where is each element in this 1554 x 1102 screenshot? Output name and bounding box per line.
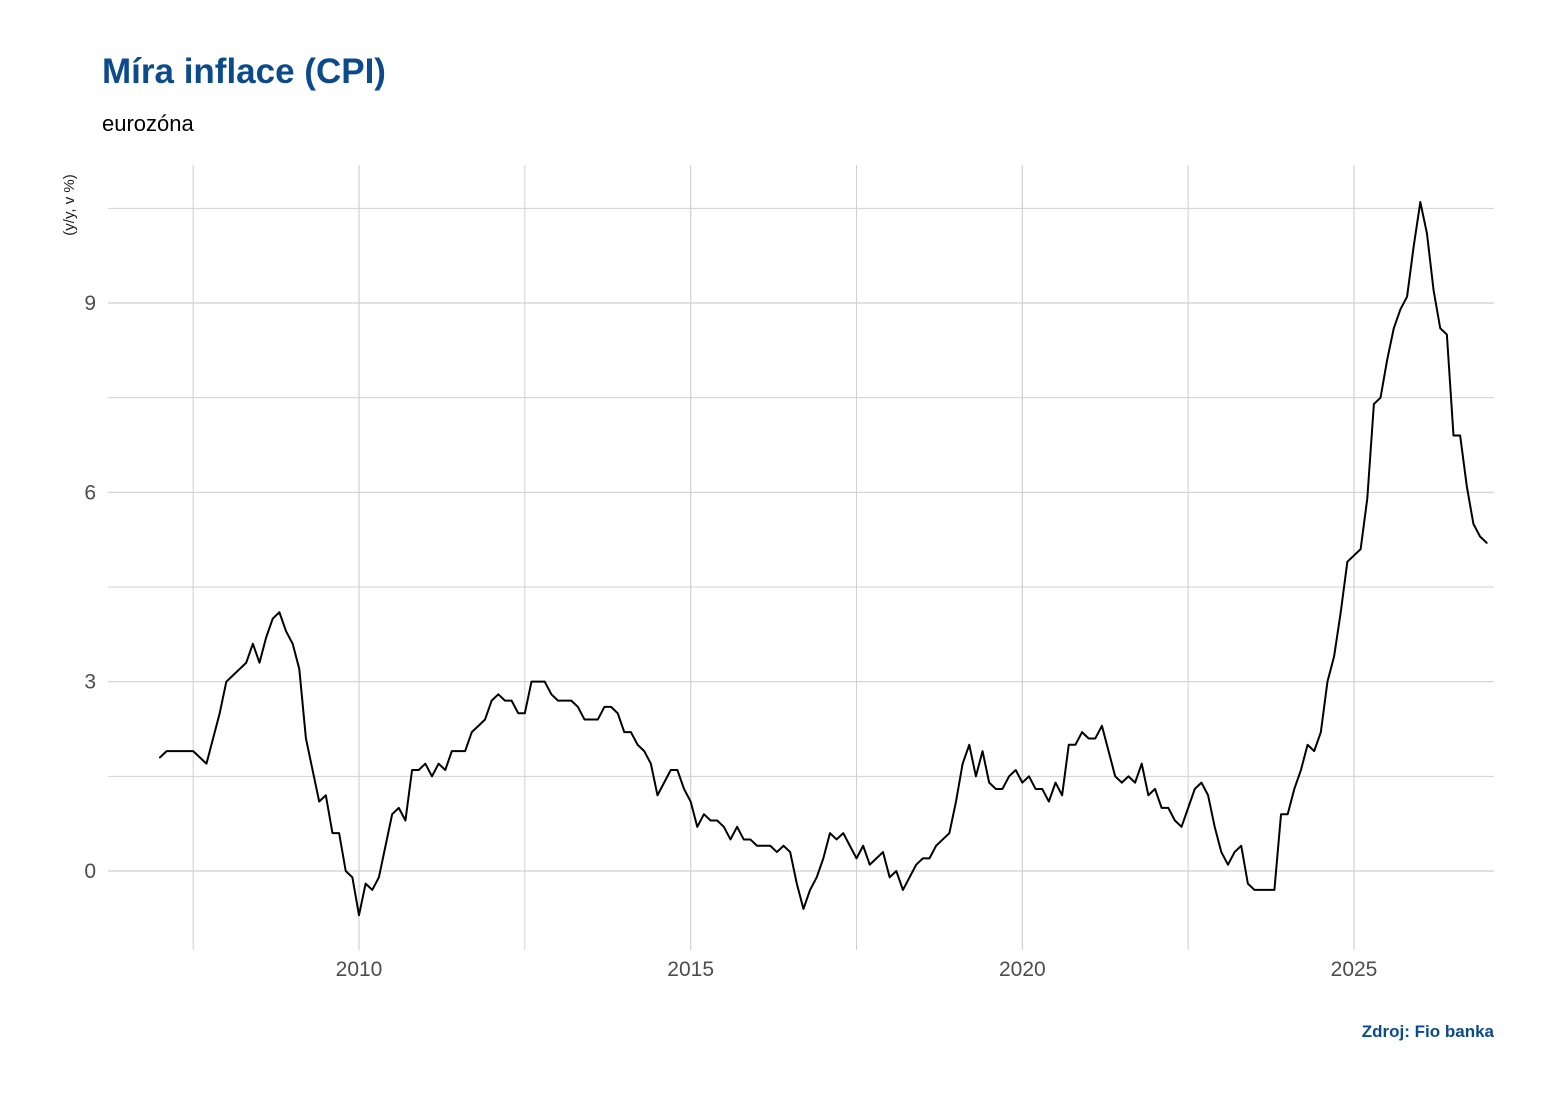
chart-subtitle: eurozóna bbox=[102, 111, 194, 136]
series-line bbox=[159, 201, 1488, 917]
y-axis-label: (y/y, v %) bbox=[61, 174, 78, 235]
x-tick-label-0: 2010 bbox=[336, 958, 383, 981]
x-tick-label-1: 2015 bbox=[667, 958, 714, 981]
y-tick-label-1: 3 bbox=[84, 671, 96, 694]
y-tick-label-3: 9 bbox=[84, 292, 96, 315]
x-tick-label-3: 2025 bbox=[1331, 958, 1378, 981]
x-tick-label-2: 2020 bbox=[999, 958, 1046, 981]
source-caption: Zdroj: Fio banka bbox=[1361, 1022, 1494, 1041]
y-tick-label-0: 0 bbox=[84, 860, 96, 883]
y-tick-label-2: 6 bbox=[84, 481, 96, 504]
chart-title: Míra inflace (CPI) bbox=[102, 52, 386, 91]
